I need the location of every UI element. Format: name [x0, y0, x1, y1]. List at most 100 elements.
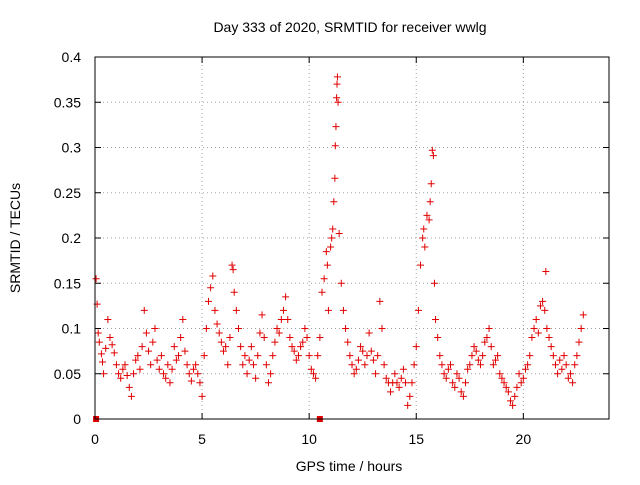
x-tick-label: 20	[516, 431, 532, 447]
data-point	[472, 347, 480, 355]
data-point	[387, 388, 395, 396]
data-point	[273, 325, 281, 332]
data-point	[513, 383, 521, 391]
data-point	[541, 306, 549, 314]
data-point	[207, 284, 215, 292]
data-point	[181, 347, 189, 355]
data-point	[354, 356, 362, 364]
data-point	[286, 334, 294, 342]
data-point	[380, 361, 388, 369]
data-point	[318, 288, 326, 296]
data-point	[277, 315, 285, 323]
x-tick-label: 0	[91, 431, 99, 447]
data-point	[363, 352, 371, 360]
data-point	[254, 352, 262, 360]
data-point	[328, 234, 336, 242]
data-point	[140, 306, 148, 314]
data-point	[282, 293, 290, 301]
data-point	[288, 343, 296, 351]
y-tick-label: 0.35	[54, 94, 81, 110]
data-point	[477, 361, 484, 369]
data-point	[579, 311, 587, 319]
data-point	[92, 275, 100, 283]
data-point	[247, 343, 255, 351]
data-point	[145, 347, 153, 355]
data-point	[200, 352, 208, 360]
data-point	[350, 370, 358, 378]
y-tick-label: 0.25	[54, 185, 81, 201]
data-point	[399, 365, 407, 373]
data-point	[468, 352, 476, 360]
data-point	[457, 388, 465, 396]
data-point	[558, 365, 566, 373]
data-point	[352, 365, 360, 373]
data-point	[333, 80, 341, 88]
data-point	[374, 352, 382, 360]
data-point	[194, 370, 202, 378]
y-tick-label: 0.2	[62, 230, 82, 246]
data-point	[185, 370, 193, 378]
data-point	[215, 329, 223, 337]
data-point	[502, 383, 510, 391]
data-point	[151, 325, 159, 332]
data-point	[177, 334, 185, 342]
data-point	[365, 329, 373, 337]
data-point	[132, 356, 140, 364]
data-point	[451, 383, 459, 391]
data-point	[331, 142, 339, 150]
chart-title: Day 333 of 2020, SRMTID for receiver wwl…	[213, 19, 486, 35]
data-point	[483, 334, 491, 342]
data-point	[172, 356, 180, 364]
data-point	[153, 356, 161, 364]
data-point	[500, 379, 508, 387]
y-tick-label: 0.4	[62, 49, 82, 65]
data-point	[119, 365, 127, 373]
data-point	[494, 352, 502, 360]
data-point	[491, 356, 499, 364]
data-point	[234, 325, 242, 332]
data-point	[426, 198, 434, 206]
data-point	[539, 297, 547, 305]
data-point	[404, 401, 412, 409]
data-point	[299, 338, 307, 346]
data-point	[160, 370, 168, 378]
data-point	[485, 325, 493, 332]
data-point	[466, 361, 474, 369]
data-point	[419, 234, 427, 242]
data-point	[564, 374, 572, 382]
data-point	[262, 361, 270, 369]
data-point	[312, 374, 320, 382]
data-point	[155, 365, 163, 373]
data-point	[417, 261, 425, 269]
data-point	[434, 334, 442, 342]
data-point	[314, 352, 322, 360]
data-point	[430, 279, 438, 287]
data-point	[509, 401, 517, 409]
data-point	[528, 334, 536, 342]
data-point	[479, 352, 487, 360]
data-point	[573, 352, 581, 360]
data-point	[134, 352, 142, 360]
data-point	[524, 361, 532, 369]
x-tick-label: 15	[408, 431, 424, 447]
data-point	[519, 374, 527, 382]
data-point	[361, 361, 369, 369]
data-point	[335, 229, 343, 237]
data-point	[275, 329, 283, 337]
data-point	[123, 372, 131, 380]
data-point	[292, 356, 300, 364]
data-point	[334, 98, 342, 106]
data-point	[241, 352, 249, 360]
data-point	[554, 370, 562, 378]
data-point	[209, 272, 217, 280]
data-point	[309, 370, 317, 378]
data-point	[496, 370, 504, 378]
data-point	[423, 211, 431, 219]
data-point	[142, 329, 150, 337]
data-point	[175, 352, 183, 360]
y-tick-label: 0	[73, 411, 81, 427]
data-point	[462, 379, 470, 387]
data-point	[267, 370, 275, 378]
data-point	[447, 361, 455, 369]
data-point	[459, 392, 467, 400]
